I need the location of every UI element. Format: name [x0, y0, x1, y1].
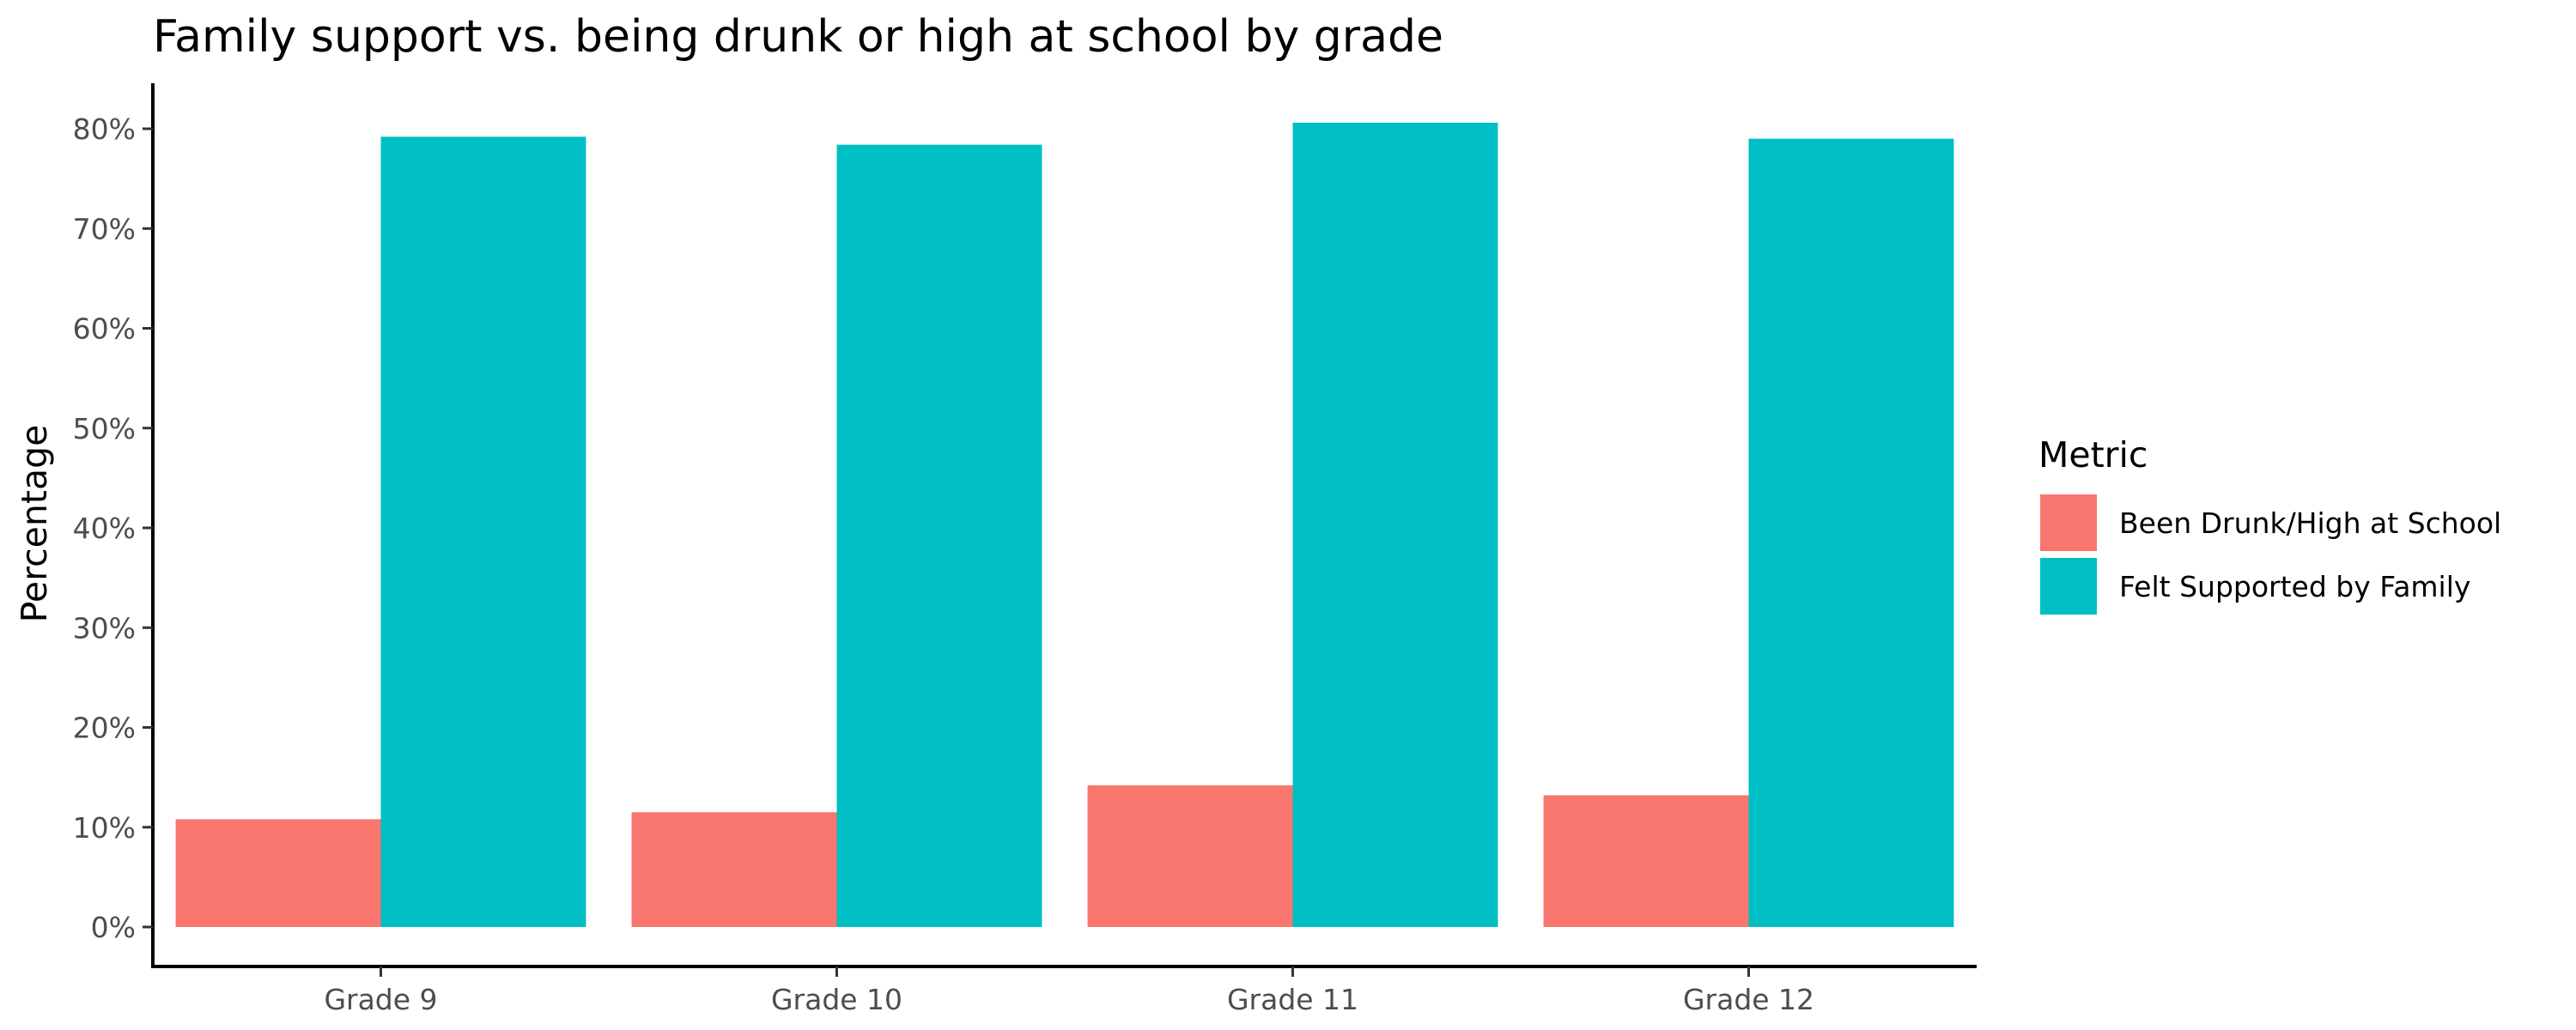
legend-title: Metric	[2038, 434, 2148, 476]
y-tick-label: 70%	[73, 212, 136, 245]
legend-key	[2040, 494, 2097, 551]
bar	[1292, 123, 1498, 927]
y-tick-label: 0%	[91, 911, 136, 944]
y-axis-title: Percentage	[14, 425, 55, 623]
chart-title: Family support vs. being drunk or high a…	[153, 11, 1443, 63]
bar	[836, 144, 1042, 928]
y-tick-label: 80%	[73, 112, 136, 146]
legend-label: Been Drunk/High at School	[2119, 506, 2501, 540]
bar	[1087, 785, 1293, 927]
x-axis: Grade 9 Grade 10 Grade 11 Grade 12	[151, 965, 1977, 1016]
y-tick-label: 10%	[73, 811, 136, 845]
y-axis: 0% 10% 20% 30% 40% 50% 60% 70% 80%	[73, 83, 155, 966]
y-tick-label: 60%	[73, 312, 136, 346]
y-tick-label: 50%	[73, 412, 136, 445]
x-tick-label: Grade 11	[1227, 983, 1358, 1016]
y-tick-label: 40%	[73, 512, 136, 545]
bar	[631, 812, 837, 927]
x-tick-label: Grade 9	[324, 983, 437, 1016]
x-tick-label: Grade 10	[771, 983, 902, 1016]
x-tick-label: Grade 12	[1683, 983, 1814, 1016]
bar	[1543, 795, 1749, 927]
legend: Metric Been Drunk/High at School Felt Sup…	[2038, 434, 2501, 615]
legend-key	[2040, 558, 2097, 615]
y-tick-label: 30%	[73, 611, 136, 645]
bar	[380, 136, 586, 928]
plot-area	[175, 123, 1954, 928]
y-tick-label: 20%	[73, 712, 136, 745]
bar	[1748, 138, 1954, 927]
bar	[175, 819, 381, 927]
legend-label: Felt Supported by Family	[2119, 570, 2470, 603]
